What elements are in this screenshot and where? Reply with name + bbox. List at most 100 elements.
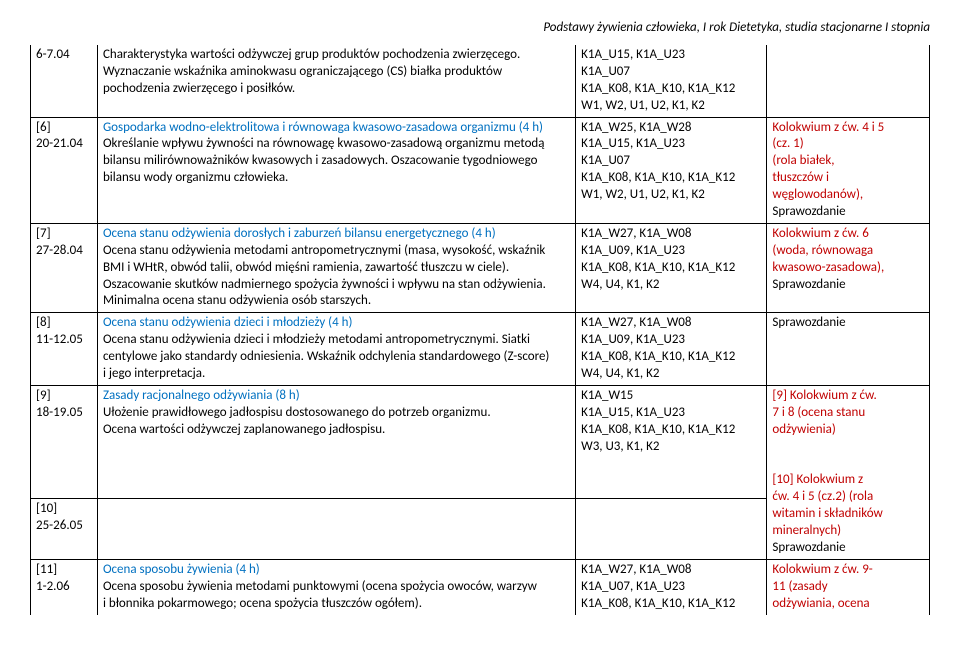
cell-notes: Kolokwium z ćw. 6 (woda, równowaga kwasowo…	[767, 223, 930, 312]
text-line: Gospodarka wodno-elektrolitowa i równowa…	[103, 120, 543, 135]
text-line: witamin i składników	[772, 506, 882, 521]
text-line: kwasowo-zasadowa),	[772, 260, 884, 275]
text-line: Sprawozdanie	[772, 277, 845, 292]
text-line: K1A_K08, K1A_K10, K1A_K12	[581, 170, 735, 185]
text-line: tłuszczów i	[772, 170, 829, 185]
cell-index: 6-7.04	[31, 45, 98, 117]
cell-text: 20-21.04	[36, 136, 83, 151]
cell-text: 18-19.05	[36, 405, 83, 420]
cell-text: [6]	[36, 120, 51, 135]
text-line: Ocena sposobu żywienia (4 h)	[103, 562, 260, 577]
cell-index: [9] 18-19.05	[31, 385, 98, 498]
text-line: K1A_U09, K1A_U23	[581, 332, 685, 347]
text-line: Ocena stanu odżywienia metodami antropom…	[103, 243, 545, 258]
text-line: Minimalna ocena stanu odżywienia osób st…	[103, 293, 371, 308]
text-line: K1A_K08, K1A_K10, K1A_K12	[581, 349, 735, 364]
cell-text: [7]	[36, 226, 51, 241]
cell-topic: Zasady racjonalnego odżywiania (8 h) Ułoż…	[97, 385, 575, 498]
text-line: Oszacowanie skutków nadmiernego spożycia…	[103, 277, 546, 292]
cell-text: 11-12.05	[36, 332, 83, 347]
cell-outcomes: K1A_W25, K1A_W28K1A_U15, K1A_U23 K1A_U07 K…	[576, 117, 767, 223]
cell-index: [8]11-12.05	[31, 313, 98, 386]
text-line: Określanie wpływu żywności na równowagę …	[103, 136, 545, 151]
text-line: K1A_U15, K1A_U23	[581, 47, 685, 62]
table-row: [7] 27-28.04 Ocena stanu odżywienia dorosł…	[31, 223, 930, 312]
text-line: Ocena stanu odżywienia dzieci i młodzież…	[103, 315, 353, 330]
cell-outcomes: K1A_W15 K1A_U15, K1A_U23 K1A_K08, K1A_K10,…	[576, 385, 767, 498]
text-line: bilansu milirównoważników kwasowych i za…	[103, 153, 538, 168]
page-header: Podstawy żywienia człowieka, I rok Diete…	[30, 20, 930, 35]
cell-text: [9]	[36, 388, 51, 403]
cell-index: [10]25-26.05	[31, 499, 98, 560]
text-line: odżywiania, ocena	[772, 596, 869, 611]
text-line: K1A_U15, K1A_U23	[581, 405, 685, 420]
text-line: Ocena wartości odżywczej zaplanowanego j…	[103, 422, 385, 437]
cell-index: [7] 27-28.04	[31, 223, 98, 312]
cell-notes: Kolokwium z ćw. 9- 11 (zasady odżywiania, …	[767, 559, 930, 614]
text-line: odżywienia)	[772, 422, 835, 437]
text-line: Kolokwium z ćw. 6	[772, 226, 868, 241]
cell-text: 6-7.04	[36, 47, 70, 62]
cell-outcomes: K1A_W27, K1A_W08 K1A_U09, K1A_U23 K1A_K08,…	[576, 313, 767, 386]
cell-outcomes: K1A_W27, K1A_W08K1A_U09, K1A_U23K1A_K08,…	[576, 223, 767, 312]
text-line: węglowodanów),	[772, 187, 863, 202]
text-line: pochodzenia zwierzęcego i posiłków.	[103, 81, 295, 96]
text-line: K1A_K08, K1A_K10, K1A_K12	[581, 422, 735, 437]
text-line: Sprawozdanie	[772, 204, 845, 219]
text-line: 11 (zasady	[772, 579, 827, 594]
text-line: ćw. 4 i 5 (cz.2) (rola	[772, 489, 873, 504]
text-line: K1A_U07	[581, 153, 630, 168]
cell-outcomes: K1A_W27, K1A_W08K1A_U07, K1A_U23K1A_K08,…	[576, 559, 767, 614]
text-line: Ocena stanu odżywienia dzieci i młodzież…	[103, 332, 530, 347]
text-line: W4, U4, K1, K2	[581, 277, 659, 292]
text-line: [9] Kolokwium z ćw.	[772, 388, 876, 403]
cell-topic: Ocena stanu odżywienia dorosłych i zabur…	[97, 223, 575, 312]
text-line: BMI i WHtR, obwód talii, obwód mięśni ra…	[103, 260, 509, 275]
text-line: K1A_U15, K1A_U23	[581, 136, 685, 151]
cell-topic	[97, 499, 575, 560]
cell-notes: Sprawozdanie	[767, 313, 930, 386]
cell-text: 27-28.04	[36, 243, 83, 258]
text-line: K1A_W27, K1A_W08	[581, 226, 691, 241]
text-line: mineralnych)	[772, 523, 841, 538]
table-row: [11] 1-2.06 Ocena sposobu żywienia (4 h) Oc…	[31, 559, 930, 614]
text-line: Ocena sposobu żywienia metodami punktowy…	[103, 579, 537, 594]
cell-topic: Charakterystyka wartości odżywczej grup …	[97, 45, 575, 117]
text-line: bilansu wody organizmu człowieka.	[103, 170, 288, 185]
text-line: K1A_W27, K1A_W08	[581, 315, 691, 330]
text-line: Zasady racjonalnego odżywiania (8 h)	[103, 388, 300, 403]
text-line: 7 i 8 (ocena stanu	[772, 405, 865, 420]
table-row: 6-7.04 Charakterystyka wartości odżywczej…	[31, 45, 930, 117]
text-line: W1, W2, U1, U2, K1, K2	[581, 187, 705, 202]
table-row: [8]11-12.05 Ocena stanu odżywienia dzieci…	[31, 313, 930, 386]
text-line: Sprawozdanie	[772, 540, 845, 555]
cell-text: [10]	[36, 501, 57, 516]
text-line: K1A_K08, K1A_K10, K1A_K12	[581, 596, 735, 611]
text-line: Kolokwium z ćw. 9-	[772, 562, 872, 577]
cell-notes: Kolokwium z ćw. 4 i 5(cz. 1)(rola białek…	[767, 117, 930, 223]
cell-notes	[767, 45, 930, 117]
text-line: Kolokwium z ćw. 4 i 5	[772, 120, 884, 135]
text-line: (woda, równowaga	[772, 243, 873, 258]
text-line: K1A_W25, K1A_W28	[581, 120, 691, 135]
text-line: [10] Kolokwium z	[772, 472, 863, 487]
text-line: i jego interpretacja.	[103, 366, 205, 381]
text-line: W3, U3, K1, K2	[581, 439, 659, 454]
text-line: K1A_K08, K1A_K10, K1A_K12	[581, 81, 735, 96]
text-line: K1A_U07	[581, 64, 630, 79]
cell-text: [11]	[36, 562, 57, 577]
text-line: K1A_U09, K1A_U23	[581, 243, 685, 258]
cell-topic: Gospodarka wodno-elektrolitowa i równowa…	[97, 117, 575, 223]
cell-index: [6]20-21.04	[31, 117, 98, 223]
text-line: Ułożenie prawidłowego jadłospisu dostoso…	[103, 405, 491, 420]
cell-notes: [9] Kolokwium z ćw. 7 i 8 (ocena stanu odż…	[767, 385, 930, 559]
table-row: [9] 18-19.05 Zasady racjonalnego odżywiani…	[31, 385, 930, 498]
syllabus-table: 6-7.04 Charakterystyka wartości odżywczej…	[30, 45, 930, 615]
text-line: Wyznaczanie wskaźnika aminokwasu ogranic…	[103, 64, 502, 79]
table-row: [6]20-21.04 Gospodarka wodno-elektrolitow…	[31, 117, 930, 223]
text-line: Sprawozdanie	[772, 315, 845, 330]
text-line: centylowe jako standardy odniesienia. Ws…	[103, 349, 549, 364]
text-line: Ocena stanu odżywienia dorosłych i zabur…	[103, 226, 496, 241]
cell-text: 1-2.06	[36, 579, 70, 594]
text-line: K1A_W15	[581, 388, 633, 403]
